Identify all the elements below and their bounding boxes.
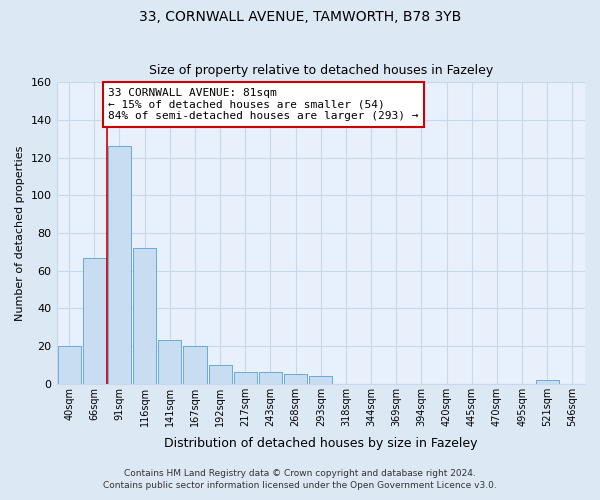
Bar: [284, 374, 307, 384]
Bar: [108, 146, 131, 384]
Bar: [133, 248, 156, 384]
Text: Contains HM Land Registry data © Crown copyright and database right 2024.
Contai: Contains HM Land Registry data © Crown c…: [103, 468, 497, 490]
X-axis label: Distribution of detached houses by size in Fazeley: Distribution of detached houses by size …: [164, 437, 478, 450]
Bar: [83, 258, 106, 384]
Text: 33 CORNWALL AVENUE: 81sqm
← 15% of detached houses are smaller (54)
84% of semi-: 33 CORNWALL AVENUE: 81sqm ← 15% of detac…: [108, 88, 419, 121]
Bar: [184, 346, 206, 384]
Bar: [259, 372, 282, 384]
Bar: [158, 340, 181, 384]
Bar: [234, 372, 257, 384]
Title: Size of property relative to detached houses in Fazeley: Size of property relative to detached ho…: [149, 64, 493, 77]
Bar: [209, 365, 232, 384]
Y-axis label: Number of detached properties: Number of detached properties: [15, 146, 25, 320]
Bar: [58, 346, 80, 384]
Bar: [309, 376, 332, 384]
Bar: [536, 380, 559, 384]
Text: 33, CORNWALL AVENUE, TAMWORTH, B78 3YB: 33, CORNWALL AVENUE, TAMWORTH, B78 3YB: [139, 10, 461, 24]
